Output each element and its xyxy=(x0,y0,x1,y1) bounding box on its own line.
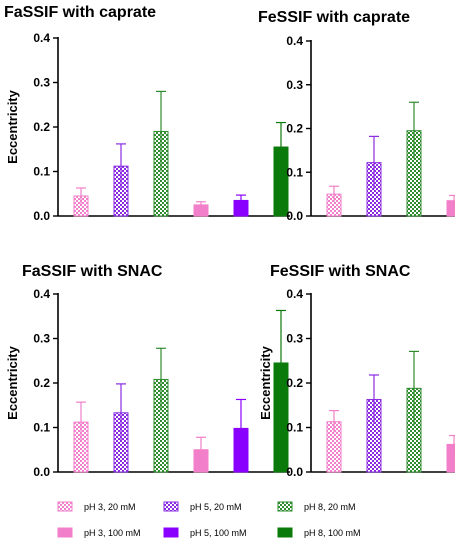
legend-swatch xyxy=(57,501,73,512)
y-tick-label: 0.1 xyxy=(286,421,303,435)
legend-label: pH 3, 20 mM xyxy=(84,502,136,512)
legend-swatch xyxy=(277,527,293,538)
chart-title: FeSSIF with SNAC xyxy=(270,263,411,280)
legend-label: pH 5, 20 mM xyxy=(190,502,242,512)
y-tick-label: 0.3 xyxy=(33,76,50,90)
y-tick-label: 0.0 xyxy=(33,209,50,223)
y-tick-label: 0.2 xyxy=(33,120,50,134)
legend-label: pH 8, 20 mM xyxy=(304,502,356,512)
y-tick-label: 0.4 xyxy=(286,34,303,48)
legend-item-1: pH 3, 20 mM xyxy=(57,501,136,512)
y-tick-label: 0.1 xyxy=(286,165,303,179)
y-tick-label: 0.0 xyxy=(286,209,303,223)
y-tick-label: 0.3 xyxy=(33,332,50,346)
y-tick-label: 0.2 xyxy=(286,122,303,136)
legend-swatch xyxy=(163,527,179,538)
legend-item-3: pH 8, 20 mM xyxy=(277,501,356,512)
chart-title: FaSSIF with SNAC xyxy=(22,263,163,280)
y-tick-label: 0.0 xyxy=(33,465,50,479)
legend-swatch xyxy=(57,527,73,538)
y-tick-label: 0.1 xyxy=(33,421,50,435)
y-tick-label: 0.3 xyxy=(286,332,303,346)
y-tick-label: 0.1 xyxy=(33,165,50,179)
y-tick-label: 0.4 xyxy=(286,287,303,301)
y-tick-label: 0.4 xyxy=(33,287,50,301)
y-axis-label: Eccentricity xyxy=(258,345,273,419)
legend-swatch xyxy=(277,501,293,512)
legend-item-4: pH 3, 100 mM xyxy=(57,527,141,538)
chart-panel-2: FeSSIF with caprate 0.0 0.1 0.2 0.3 0.4 xyxy=(258,9,455,223)
legend-item-6: pH 8, 100 mM xyxy=(277,527,361,538)
legend-item-5: pH 5, 100 mM xyxy=(163,527,247,538)
y-tick-label: 0.4 xyxy=(33,31,50,45)
legend: pH 3, 20 mM pH 5, 20 mM pH 8, 20 mM pH 3, 1… xyxy=(57,501,361,538)
legend-label: pH 3, 100 mM xyxy=(84,528,141,538)
chart-panel-4: FeSSIF with SNAC Eccentricity 0.0 0.1 0.2 0.3… xyxy=(258,263,455,479)
legend-swatch xyxy=(163,501,179,512)
y-tick-label: 0.0 xyxy=(286,465,303,479)
legend-item-2: pH 5, 20 mM xyxy=(163,501,242,512)
y-tick-label: 0.2 xyxy=(286,376,303,390)
y-tick-label: 0.3 xyxy=(286,78,303,92)
chart-title: FeSSIF with caprate xyxy=(258,9,410,26)
y-axis-label: Eccentricity xyxy=(5,345,20,419)
chart-panel-3: FaSSIF with SNAC Eccentricity 0.0 0.1 0.2 0.3… xyxy=(5,263,290,479)
y-tick-label: 0.2 xyxy=(33,376,50,390)
chart-title: FaSSIF with caprate xyxy=(4,4,156,21)
legend-label: pH 8, 100 mM xyxy=(304,528,361,538)
legend-label: pH 5, 100 mM xyxy=(190,528,247,538)
chart-panel-1: FaSSIF with caprate Eccentricity 0.0 0.1 0.2… xyxy=(4,4,290,223)
y-axis-label: Eccentricity xyxy=(5,89,20,163)
